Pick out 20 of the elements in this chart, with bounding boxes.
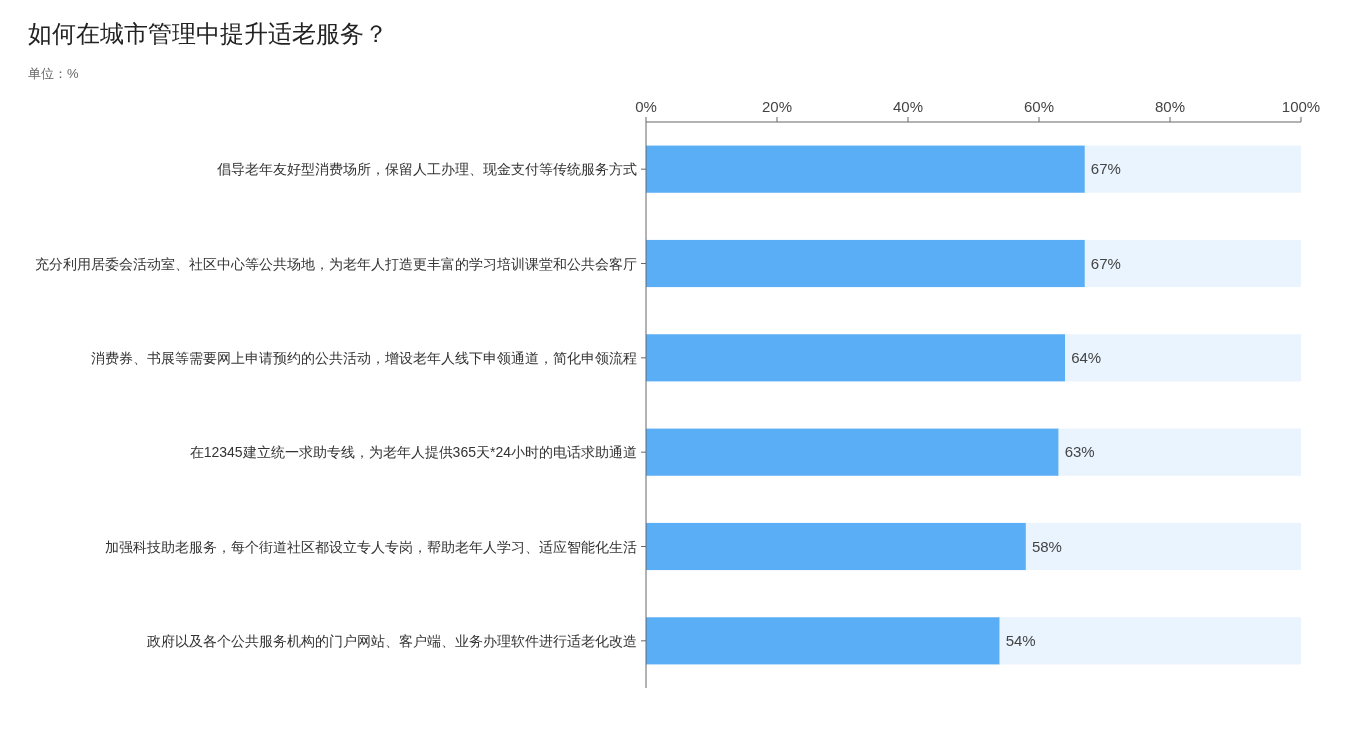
value-label: 67% [1090, 254, 1121, 272]
value-label: 63% [1064, 443, 1095, 461]
tick-label: 100% [1281, 98, 1321, 115]
category-label: 倡导老年友好型消费场所，保留人工办理、现金支付等传统服务方式 [217, 161, 637, 178]
value-label: 54% [1005, 631, 1036, 649]
tick-label: 0% [635, 98, 657, 115]
value-label: 64% [1071, 348, 1102, 366]
category-label: 在12345建立统一求助专线，为老年人提供365天*24小时的电话求助通道 [189, 444, 637, 461]
category-label: 政府以及各个公共服务机构的门户网站、客户端、业务办理软件进行适老化改造 [147, 632, 637, 649]
value-label: 58% [1031, 537, 1062, 555]
subtitle: 单位：% [28, 66, 79, 81]
tick-label: 60% [1024, 98, 1054, 115]
tick-label: 20% [762, 98, 792, 115]
value-label: 67% [1090, 160, 1121, 178]
title: 如何在城市管理中提升适老服务？ [28, 20, 388, 47]
category-label: 充分利用居委会活动室、社区中心等公共场地，为老年人打造更丰富的学习培训课堂和公共会客厅 [35, 255, 637, 272]
tick-label: 80% [1155, 98, 1185, 115]
category-label: 消费券、书展等需要网上申请预约的公共活动，增设老年人线下申领通道，简化申领流程 [91, 349, 637, 366]
tick-label: 40% [893, 98, 923, 115]
category-label: 加强科技助老服务，每个街道社区都设立专人专岗，帮助老年人学习、适应智能化生活 [105, 538, 637, 555]
